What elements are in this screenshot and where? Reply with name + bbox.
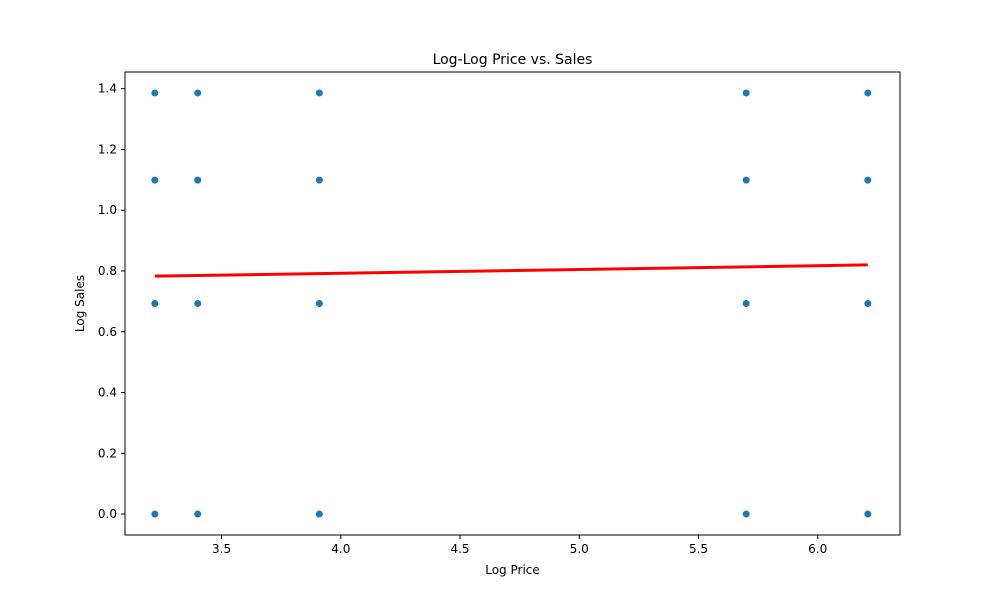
x-tick-label: 4.0 <box>331 542 350 556</box>
scatter-point <box>193 509 202 519</box>
y-axis-label: Log Sales <box>73 275 87 332</box>
y-tick-label: 0.2 <box>98 446 117 460</box>
scatter-point <box>742 176 751 185</box>
chart-title: Log-Log Price vs. Sales <box>433 52 593 68</box>
plot-area <box>150 88 872 519</box>
scatter-point <box>315 88 324 98</box>
y-tick-label: 1.0 <box>98 203 117 217</box>
scatter-point <box>863 509 872 519</box>
scatter-point <box>863 88 872 98</box>
regression-line <box>154 263 868 278</box>
x-tick-label: 4.5 <box>450 542 469 556</box>
y-axis: 0.0 0.2 0.4 0.6 0.8 1.0 1.2 1.4 <box>98 82 125 521</box>
scatter-point <box>863 299 872 308</box>
y-tick-label: 1.4 <box>98 82 117 96</box>
scatter-point <box>150 176 159 185</box>
x-axis: 3.5 4.0 4.5 5.0 5.5 6.0 <box>212 535 827 556</box>
scatter-point <box>150 299 159 308</box>
y-tick-label: 0.0 <box>98 507 117 521</box>
scatter-point <box>193 176 202 185</box>
y-tick-label: 0.6 <box>98 325 117 339</box>
scatter-point <box>863 176 872 185</box>
scatter-point <box>742 88 751 98</box>
scatter-point <box>193 299 202 308</box>
scatter-point <box>193 88 202 98</box>
x-tick-label: 5.0 <box>570 542 589 556</box>
x-tick-label: 6.0 <box>808 542 827 556</box>
axes-frame <box>124 71 901 536</box>
scatter-point <box>742 509 751 519</box>
scatter-point <box>150 88 159 98</box>
scatter-point <box>315 509 324 519</box>
scatter-point <box>315 299 324 308</box>
y-tick-label: 0.8 <box>98 264 117 278</box>
x-axis-label: Log Price <box>485 563 540 577</box>
x-tick-label: 3.5 <box>212 542 231 556</box>
scatter-point <box>150 509 159 519</box>
y-tick-label: 1.2 <box>98 142 117 156</box>
scatter-point <box>742 299 751 308</box>
y-tick-label: 0.4 <box>98 386 117 400</box>
x-tick-label: 5.5 <box>689 542 708 556</box>
scatter-point <box>315 176 324 185</box>
